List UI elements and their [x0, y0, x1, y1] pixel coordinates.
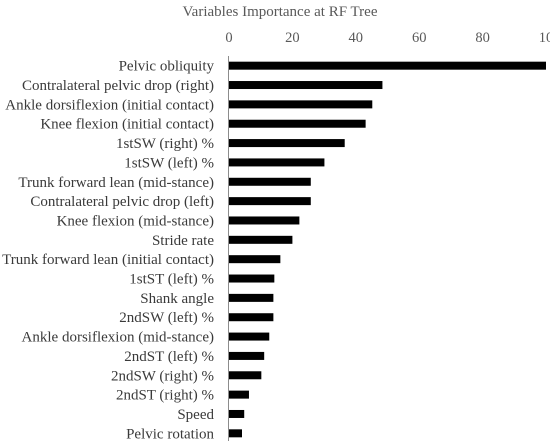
bar — [229, 274, 275, 283]
bar — [229, 100, 373, 109]
category-label: Ankle dorsiflexion (mid-stance) — [22, 330, 214, 346]
bar — [229, 255, 281, 264]
bar — [229, 293, 274, 302]
bar — [229, 158, 325, 167]
category-label: 2ndSW (left) % — [119, 310, 214, 326]
bar — [229, 61, 546, 70]
bar — [229, 390, 249, 399]
category-label: Trunk forward lean (initial contact) — [2, 252, 214, 268]
category-label: Speed — [177, 407, 214, 423]
category-label: Ankle dorsiflexion (initial contact) — [5, 97, 214, 113]
x-tick-label: 80 — [475, 30, 490, 46]
x-tick-label: 40 — [349, 30, 364, 46]
bar — [229, 197, 311, 206]
category-label: Contralateral pelvic drop (right) — [22, 78, 214, 94]
bars — [229, 61, 546, 438]
bar — [229, 119, 366, 128]
bar — [229, 216, 300, 225]
category-labels: Pelvic obliquity Contralateral pelvic dro… — [2, 59, 214, 443]
category-label: Contralateral pelvic drop (left) — [30, 194, 214, 210]
bar — [229, 409, 245, 418]
category-label: Stride rate — [152, 233, 214, 249]
category-label: Knee flexion (mid-stance) — [57, 213, 214, 229]
category-label: 1stSW (left) % — [124, 155, 214, 171]
bar — [229, 177, 311, 186]
bar — [229, 429, 242, 438]
chart-title: Variables Importance at RF Tree — [183, 4, 378, 20]
category-label: 1stSW (right) % — [116, 136, 214, 152]
category-label: 2ndSW (right) % — [111, 368, 214, 384]
category-label: 2ndST (left) % — [124, 349, 214, 365]
bar — [229, 371, 262, 380]
category-label: Pelvic rotation — [126, 426, 214, 442]
category-label: 1stST (left) % — [129, 272, 214, 288]
bar — [229, 235, 293, 244]
x-tick-label: 10 — [539, 30, 550, 46]
category-label: Knee flexion (initial contact) — [40, 117, 214, 133]
x-axis-ticks: 0 20 40 60 80 10 — [225, 30, 550, 46]
x-tick-label: 0 — [225, 30, 232, 46]
bar — [229, 351, 265, 360]
x-tick-label: 60 — [412, 30, 427, 46]
bar — [229, 313, 274, 322]
x-tick-label: 20 — [285, 30, 300, 46]
bar — [229, 332, 270, 341]
category-label: Trunk forward lean (mid-stance) — [18, 175, 214, 191]
category-label: Shank angle — [140, 291, 214, 307]
category-label: Pelvic obliquity — [119, 59, 215, 75]
bar — [229, 81, 383, 90]
category-label: 2ndST (right) % — [116, 388, 214, 404]
bar — [229, 139, 345, 148]
